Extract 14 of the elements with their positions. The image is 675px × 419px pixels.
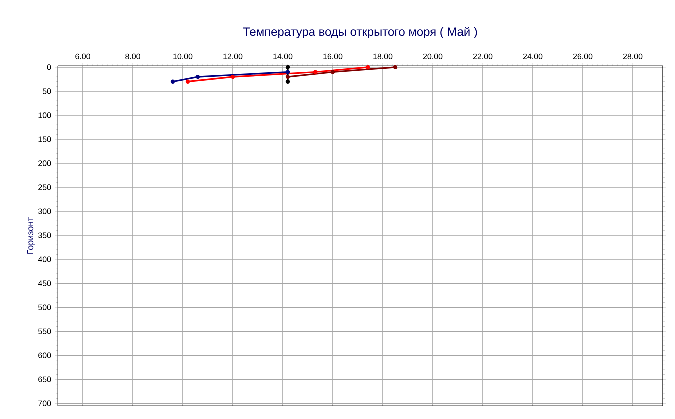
point bbox=[330, 70, 336, 74]
point bbox=[313, 70, 318, 74]
point bbox=[230, 74, 236, 80]
point bbox=[170, 80, 176, 84]
point bbox=[366, 65, 370, 70]
point bbox=[196, 74, 200, 80]
point bbox=[186, 80, 190, 84]
y-axis-title: Горизонт bbox=[27, 218, 36, 254]
chart-title: Температура воды открытого моря ( Май ) bbox=[243, 27, 478, 39]
point bbox=[286, 74, 290, 80]
point bbox=[286, 80, 290, 84]
point bbox=[286, 65, 290, 70]
point bbox=[286, 70, 290, 74]
point bbox=[393, 65, 398, 70]
